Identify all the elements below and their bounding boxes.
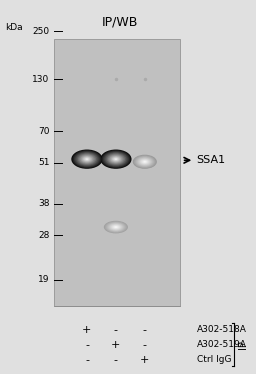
Ellipse shape <box>84 157 90 161</box>
Ellipse shape <box>144 161 146 162</box>
Text: -: - <box>114 355 118 365</box>
Ellipse shape <box>141 159 149 164</box>
Ellipse shape <box>140 159 150 165</box>
Ellipse shape <box>112 225 120 229</box>
Ellipse shape <box>107 154 125 165</box>
Text: 19: 19 <box>38 275 50 284</box>
Ellipse shape <box>73 150 101 168</box>
Text: Ctrl IgG: Ctrl IgG <box>197 355 231 364</box>
Ellipse shape <box>133 155 157 169</box>
Text: +: + <box>140 355 150 365</box>
Text: 250: 250 <box>33 27 50 36</box>
Ellipse shape <box>143 160 147 163</box>
Ellipse shape <box>135 156 155 168</box>
Ellipse shape <box>113 157 119 161</box>
Ellipse shape <box>102 150 130 168</box>
Ellipse shape <box>78 154 96 165</box>
Text: A302-518A: A302-518A <box>197 325 247 334</box>
Ellipse shape <box>111 224 121 230</box>
Ellipse shape <box>113 226 119 229</box>
Ellipse shape <box>82 156 92 162</box>
Text: A302-519A: A302-519A <box>197 340 247 349</box>
Ellipse shape <box>104 221 128 233</box>
Ellipse shape <box>74 151 100 167</box>
Ellipse shape <box>139 158 151 165</box>
Text: IP: IP <box>238 340 248 349</box>
Ellipse shape <box>136 156 154 167</box>
Text: 70: 70 <box>38 127 50 136</box>
Ellipse shape <box>86 158 88 160</box>
Ellipse shape <box>114 226 118 228</box>
Ellipse shape <box>71 150 103 169</box>
Text: -: - <box>143 340 147 350</box>
Ellipse shape <box>109 223 123 231</box>
Text: 130: 130 <box>32 75 50 84</box>
Text: -: - <box>85 340 89 350</box>
Ellipse shape <box>138 158 152 166</box>
Ellipse shape <box>104 152 128 166</box>
Text: 51: 51 <box>38 158 50 168</box>
Ellipse shape <box>115 227 117 228</box>
Text: -: - <box>143 325 147 335</box>
Ellipse shape <box>100 150 132 169</box>
Text: SSA1: SSA1 <box>197 155 226 165</box>
Ellipse shape <box>107 223 125 232</box>
Ellipse shape <box>112 157 120 162</box>
Ellipse shape <box>80 155 93 163</box>
FancyBboxPatch shape <box>55 39 180 306</box>
Ellipse shape <box>77 153 97 166</box>
Ellipse shape <box>105 221 127 233</box>
Text: kDa: kDa <box>5 23 22 32</box>
Text: 38: 38 <box>38 199 50 208</box>
Ellipse shape <box>111 156 121 162</box>
Ellipse shape <box>75 152 99 166</box>
Text: -: - <box>85 355 89 365</box>
Ellipse shape <box>142 160 148 163</box>
Ellipse shape <box>83 157 91 162</box>
Ellipse shape <box>105 153 126 166</box>
Ellipse shape <box>137 157 153 166</box>
Text: IP/WB: IP/WB <box>101 15 138 28</box>
Ellipse shape <box>108 154 124 164</box>
Ellipse shape <box>79 154 95 164</box>
Ellipse shape <box>108 223 124 231</box>
Text: -: - <box>114 325 118 335</box>
Text: +: + <box>111 340 121 350</box>
Ellipse shape <box>115 158 117 160</box>
Ellipse shape <box>109 155 122 163</box>
Ellipse shape <box>106 222 126 232</box>
Text: 28: 28 <box>38 231 50 240</box>
Ellipse shape <box>134 155 156 168</box>
Text: +: + <box>82 325 92 335</box>
Ellipse shape <box>110 224 122 230</box>
Ellipse shape <box>103 151 129 167</box>
